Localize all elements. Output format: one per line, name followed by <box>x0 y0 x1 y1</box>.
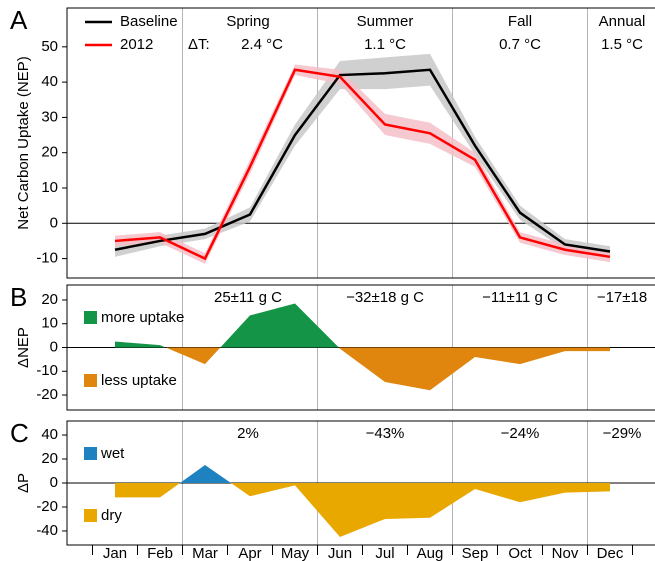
season-label: Fall <box>508 13 532 30</box>
legend-swatch <box>84 509 97 522</box>
y-axis-title: ΔNEP <box>15 327 32 368</box>
y-tick-label: 30 <box>41 108 58 125</box>
negative-area <box>115 483 610 537</box>
season-label: Spring <box>226 13 269 30</box>
y-axis-title: ΔP <box>15 473 32 493</box>
y-tick-label: 10 <box>41 179 58 196</box>
x-tick-label: Feb <box>147 545 173 561</box>
legend-label: less uptake <box>101 372 177 389</box>
y-tick-label: -10 <box>36 250 58 267</box>
negative-area <box>115 347 610 391</box>
y-tick-label: 20 <box>41 450 58 467</box>
panel-label: B <box>10 282 27 312</box>
season-total: 25±11 g C <box>214 289 282 306</box>
x-tick-label: Nov <box>552 545 579 561</box>
y-tick-label: -20 <box>36 386 58 403</box>
y-tick-label: 0 <box>50 338 58 355</box>
series-line <box>114 68 611 261</box>
legend-swatch <box>84 447 97 460</box>
x-tick-label: May <box>281 545 310 561</box>
y-tick-label: 20 <box>41 144 58 161</box>
positive-area <box>115 465 610 483</box>
delta-t-value: 2.4 °C <box>241 36 283 53</box>
y-tick-label: 40 <box>41 426 58 443</box>
season-label: Summer <box>357 13 414 30</box>
delta-t-value: 1.1 °C <box>364 36 406 53</box>
season-total: 2% <box>237 425 259 442</box>
y-tick-label: -20 <box>36 498 58 515</box>
x-tick-label: Sep <box>462 545 489 561</box>
season-total: −17±18 <box>597 289 647 306</box>
x-tick-label: Jan <box>103 545 127 561</box>
panel-label: A <box>10 5 28 35</box>
legend-label: 2012 <box>120 36 153 53</box>
y-tick-label: 50 <box>41 38 58 55</box>
x-tick-label: Jul <box>375 545 394 561</box>
positive-area <box>115 303 610 348</box>
series-line <box>114 68 611 253</box>
season-total: −43% <box>366 425 405 442</box>
panel-label: C <box>10 418 29 448</box>
season-total: −29% <box>603 425 642 442</box>
delta-t-label: ΔT: <box>188 36 210 53</box>
delta-t-value: 1.5 °C <box>601 36 643 53</box>
legend-swatch <box>84 374 97 387</box>
y-tick-label: -40 <box>36 522 58 539</box>
season-total: −24% <box>501 425 540 442</box>
legend-label: wet <box>100 445 125 462</box>
season-total: −11±11 g C <box>482 289 558 306</box>
season-total: −32±18 g C <box>346 289 424 306</box>
y-axis-title: Net Carbon Uptake (NEP) <box>15 56 32 229</box>
y-tick-label: 40 <box>41 73 58 90</box>
y-tick-label: 0 <box>50 214 58 231</box>
uncertainty-band <box>115 53 610 257</box>
legend-label: more uptake <box>101 309 184 326</box>
delta-t-value: 0.7 °C <box>499 36 541 53</box>
y-tick-label: 0 <box>50 474 58 491</box>
x-tick-label: Apr <box>238 545 261 561</box>
y-tick-label: -10 <box>36 362 58 379</box>
x-tick-label: Aug <box>417 545 444 561</box>
legend-label: Baseline <box>120 13 178 30</box>
legend-label: dry <box>101 507 122 524</box>
x-tick-label: Oct <box>508 545 532 561</box>
axis-frame <box>66 7 655 279</box>
y-tick-label: 20 <box>41 291 58 308</box>
y-tick-label: 10 <box>41 315 58 332</box>
season-label: Annual <box>599 13 646 30</box>
legend-swatch <box>84 311 97 324</box>
x-tick-label: Dec <box>597 545 624 561</box>
x-tick-label: Mar <box>192 545 218 561</box>
uncertainty-band <box>115 64 610 264</box>
x-tick-label: Jun <box>328 545 352 561</box>
